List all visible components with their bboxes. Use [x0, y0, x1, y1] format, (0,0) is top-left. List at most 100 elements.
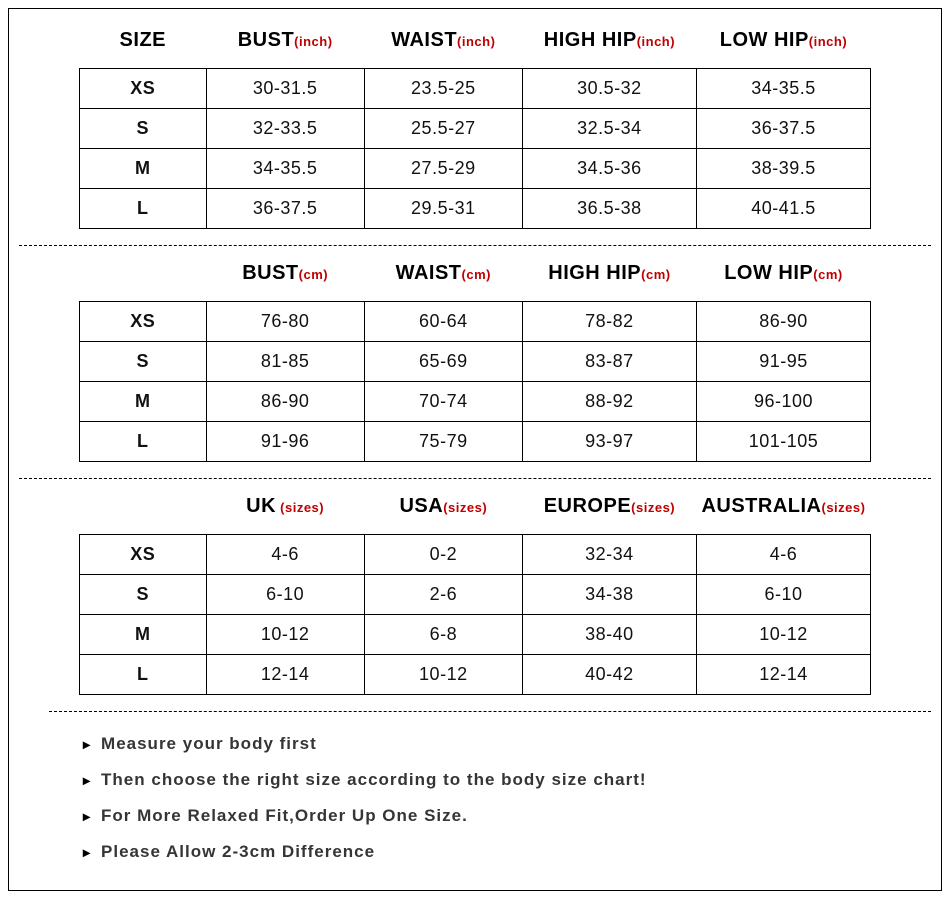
size-table-cm: BUST(cm) WAIST(cm) HIGH HIP(cm) LOW HIP(…: [79, 256, 871, 462]
value-cell: 32-33.5: [206, 109, 364, 149]
value-cell: 81-85: [206, 342, 364, 382]
note-item: Then choose the right size according to …: [83, 762, 871, 798]
value-cell: 86-90: [206, 382, 364, 422]
size-cell: S: [80, 575, 207, 615]
value-cell: 4-6: [696, 535, 870, 575]
table-row: XS30-31.523.5-2530.5-3234-35.5: [80, 69, 871, 109]
value-cell: 91-95: [696, 342, 870, 382]
value-cell: 93-97: [522, 422, 696, 462]
value-cell: 38-40: [522, 615, 696, 655]
section-cm: BUST(cm) WAIST(cm) HIGH HIP(cm) LOW HIP(…: [79, 256, 871, 470]
value-cell: 29.5-31: [364, 189, 522, 229]
divider: [19, 245, 931, 246]
value-cell: 34-35.5: [206, 149, 364, 189]
value-cell: 32.5-34: [522, 109, 696, 149]
value-cell: 4-6: [206, 535, 364, 575]
table-row: S32-33.525.5-2732.5-3436-37.5: [80, 109, 871, 149]
size-cell: L: [80, 422, 207, 462]
value-cell: 38-39.5: [696, 149, 870, 189]
value-cell: 10-12: [364, 655, 522, 695]
size-table-intl: UK (sizes) USA(sizes) EUROPE(sizes) AUST…: [79, 489, 871, 695]
table-row: L36-37.529.5-3136.5-3840-41.5: [80, 189, 871, 229]
value-cell: 30-31.5: [206, 69, 364, 109]
notes-list: Measure your body first Then choose the …: [79, 726, 871, 870]
header-europe: EUROPE(sizes): [522, 489, 696, 535]
header-waist-cm: WAIST(cm): [364, 256, 522, 302]
value-cell: 40-41.5: [696, 189, 870, 229]
size-cell: M: [80, 615, 207, 655]
note-item: Please Allow 2-3cm Difference: [83, 834, 871, 870]
header-size-blank: [80, 489, 207, 535]
size-cell: XS: [80, 69, 207, 109]
value-cell: 6-10: [206, 575, 364, 615]
value-cell: 25.5-27: [364, 109, 522, 149]
value-cell: 30.5-32: [522, 69, 696, 109]
section-intl: UK (sizes) USA(sizes) EUROPE(sizes) AUST…: [79, 489, 871, 703]
value-cell: 65-69: [364, 342, 522, 382]
section-inch: SIZE BUST(inch) WAIST(inch) HIGH HIP(inc…: [79, 23, 871, 237]
size-cell: L: [80, 655, 207, 695]
note-item: Measure your body first: [83, 726, 871, 762]
divider: [49, 711, 931, 712]
value-cell: 75-79: [364, 422, 522, 462]
table-row: S6-102-634-386-10: [80, 575, 871, 615]
note-item: For More Relaxed Fit,Order Up One Size.: [83, 798, 871, 834]
value-cell: 36-37.5: [696, 109, 870, 149]
table-row: S81-8565-6983-8791-95: [80, 342, 871, 382]
value-cell: 76-80: [206, 302, 364, 342]
value-cell: 34.5-36: [522, 149, 696, 189]
value-cell: 27.5-29: [364, 149, 522, 189]
value-cell: 60-64: [364, 302, 522, 342]
divider: [19, 478, 931, 479]
value-cell: 88-92: [522, 382, 696, 422]
value-cell: 32-34: [522, 535, 696, 575]
header-usa: USA(sizes): [364, 489, 522, 535]
value-cell: 6-10: [696, 575, 870, 615]
size-cell: S: [80, 109, 207, 149]
size-cell: XS: [80, 302, 207, 342]
value-cell: 101-105: [696, 422, 870, 462]
table-row: M10-126-838-4010-12: [80, 615, 871, 655]
header-low-hip-cm: LOW HIP(cm): [696, 256, 870, 302]
value-cell: 12-14: [206, 655, 364, 695]
value-cell: 0-2: [364, 535, 522, 575]
table-row: XS4-60-232-344-6: [80, 535, 871, 575]
header-waist: WAIST(inch): [364, 23, 522, 69]
value-cell: 96-100: [696, 382, 870, 422]
table-row: L91-9675-7993-97101-105: [80, 422, 871, 462]
value-cell: 10-12: [696, 615, 870, 655]
header-high-hip: HIGH HIP(inch): [522, 23, 696, 69]
size-cell: S: [80, 342, 207, 382]
size-table-inch: SIZE BUST(inch) WAIST(inch) HIGH HIP(inc…: [79, 23, 871, 229]
value-cell: 36-37.5: [206, 189, 364, 229]
header-high-hip-cm: HIGH HIP(cm): [522, 256, 696, 302]
value-cell: 10-12: [206, 615, 364, 655]
size-cell: M: [80, 149, 207, 189]
header-bust-cm: BUST(cm): [206, 256, 364, 302]
value-cell: 86-90: [696, 302, 870, 342]
value-cell: 6-8: [364, 615, 522, 655]
table-row: M34-35.527.5-2934.5-3638-39.5: [80, 149, 871, 189]
value-cell: 83-87: [522, 342, 696, 382]
size-cell: XS: [80, 535, 207, 575]
value-cell: 34-38: [522, 575, 696, 615]
value-cell: 36.5-38: [522, 189, 696, 229]
value-cell: 12-14: [696, 655, 870, 695]
size-chart-frame: SIZE BUST(inch) WAIST(inch) HIGH HIP(inc…: [8, 8, 942, 891]
value-cell: 2-6: [364, 575, 522, 615]
header-uk: UK (sizes): [206, 489, 364, 535]
header-low-hip: LOW HIP(inch): [696, 23, 870, 69]
value-cell: 78-82: [522, 302, 696, 342]
header-australia: AUSTRALIA(sizes): [696, 489, 870, 535]
table-row: L12-1410-1240-4212-14: [80, 655, 871, 695]
header-size-blank: [80, 256, 207, 302]
header-bust: BUST(inch): [206, 23, 364, 69]
value-cell: 70-74: [364, 382, 522, 422]
value-cell: 91-96: [206, 422, 364, 462]
value-cell: 40-42: [522, 655, 696, 695]
size-cell: L: [80, 189, 207, 229]
table-row: M86-9070-7488-9296-100: [80, 382, 871, 422]
size-cell: M: [80, 382, 207, 422]
table-row: XS76-8060-6478-8286-90: [80, 302, 871, 342]
header-size: SIZE: [80, 23, 207, 69]
